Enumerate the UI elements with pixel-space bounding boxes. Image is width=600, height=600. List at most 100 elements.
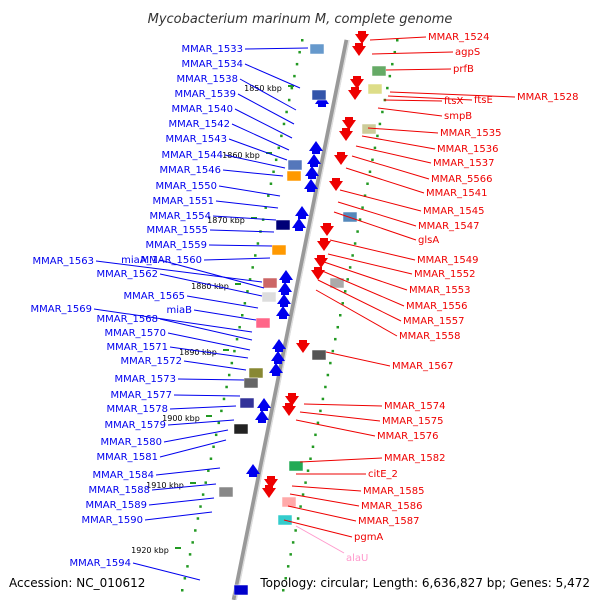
gene-label-MMAR_1581[interactable]: MMAR_1581 bbox=[97, 452, 159, 463]
inner-tick-dot bbox=[238, 325, 241, 329]
gene-label-MMAR_1565[interactable]: MMAR_1565 bbox=[124, 291, 186, 302]
gene-label-MMAR_1586[interactable]: MMAR_1586 bbox=[361, 501, 423, 512]
reverse-gene-arrow bbox=[355, 31, 369, 44]
gene-label-MMAR_1557[interactable]: MMAR_1557 bbox=[403, 316, 465, 327]
gene-label-MMAR_1589[interactable]: MMAR_1589 bbox=[86, 500, 148, 511]
gene-label-MMAR_1538[interactable]: MMAR_1538 bbox=[177, 74, 239, 85]
gene-label-citE_2[interactable]: citE_2 bbox=[368, 469, 398, 480]
gene-label-MMAR_1558[interactable]: MMAR_1558 bbox=[399, 331, 461, 342]
gene-label-MMAR_1549[interactable]: MMAR_1549 bbox=[417, 255, 479, 266]
gene-label-MMAR_1588[interactable]: MMAR_1588 bbox=[89, 485, 151, 496]
gene-label-MMAR_1567[interactable]: MMAR_1567 bbox=[392, 361, 454, 372]
gene-label-MMAR_1562[interactable]: MMAR_1562 bbox=[97, 269, 159, 280]
gene-label-MMAR_1590[interactable]: MMAR_1590 bbox=[82, 515, 144, 526]
gene-label-agpS[interactable]: agpS bbox=[455, 47, 480, 58]
gene-label-MMAR_1580[interactable]: MMAR_1580 bbox=[101, 437, 163, 448]
left-label-leader bbox=[234, 108, 293, 139]
gene-label-MMAR_1587[interactable]: MMAR_1587 bbox=[358, 516, 420, 527]
inner-tick-dot bbox=[207, 469, 210, 472]
forward-gene-arrow bbox=[279, 270, 293, 283]
gene-label-ftsE[interactable]: ftsE bbox=[474, 95, 493, 106]
gene-label-MMAR_1534[interactable]: MMAR_1534 bbox=[182, 59, 244, 70]
outer-tick-dot bbox=[348, 266, 352, 269]
gene-label-MMAR_1546[interactable]: MMAR_1546 bbox=[160, 165, 222, 176]
inner-tick-dot bbox=[272, 170, 275, 174]
reverse-gene-arrow bbox=[262, 485, 276, 498]
inner-tick-dot bbox=[254, 254, 257, 257]
gene-label-MMAR_1544[interactable]: MMAR_1544 bbox=[162, 150, 224, 161]
gene-label-miaA_1[interactable]: miaA_1 bbox=[121, 255, 158, 266]
gene-label-MMAR_1551[interactable]: MMAR_1551 bbox=[153, 196, 215, 207]
right-label-leader bbox=[389, 91, 516, 98]
gene-label-MMAR_1577[interactable]: MMAR_1577 bbox=[111, 390, 173, 401]
left-label-leader bbox=[148, 497, 215, 506]
gene-label-alaU[interactable]: alaU bbox=[346, 553, 368, 564]
genome-backbone-shade bbox=[235, 39, 350, 600]
gene-label-MMAR_1574[interactable]: MMAR_1574 bbox=[384, 401, 446, 412]
gene-label-MMAR_1545[interactable]: MMAR_1545 bbox=[423, 206, 485, 217]
gene-label-MMAR_1553[interactable]: MMAR_1553 bbox=[409, 285, 471, 296]
gene-label-MMAR_1537[interactable]: MMAR_1537 bbox=[433, 158, 495, 169]
gene-label-MMAR_1573[interactable]: MMAR_1573 bbox=[115, 374, 177, 385]
gene-label-pgmA[interactable]: pgmA bbox=[354, 532, 383, 543]
gene-label-MMAR_1569[interactable]: MMAR_1569 bbox=[31, 304, 93, 315]
gene-label-MMAR_1541[interactable]: MMAR_1541 bbox=[426, 188, 488, 199]
outer-tick-dot bbox=[341, 302, 344, 305]
gene-label-MMAR_1555[interactable]: MMAR_1555 bbox=[147, 225, 209, 236]
gene-label-MMAR_1543[interactable]: MMAR_1543 bbox=[166, 134, 228, 145]
gene-label-MMAR_1594[interactable]: MMAR_1594 bbox=[70, 558, 132, 569]
gene-label-ftsX[interactable]: ftsX bbox=[444, 96, 463, 107]
left-label-leader bbox=[169, 405, 237, 410]
gene-label-MMAR_1578[interactable]: MMAR_1578 bbox=[107, 404, 169, 415]
gene-label-prfB[interactable]: prfB bbox=[453, 64, 474, 75]
gene-label-miaB[interactable]: miaB bbox=[166, 305, 192, 316]
gene-label-MMAR_1540[interactable]: MMAR_1540 bbox=[172, 104, 234, 115]
gene-label-MMAR_1542[interactable]: MMAR_1542 bbox=[169, 119, 231, 130]
left-label-leader bbox=[95, 260, 263, 283]
gene-label-MMAR_1533[interactable]: MMAR_1533 bbox=[182, 44, 244, 55]
gene-label-smpB[interactable]: smpB bbox=[444, 111, 472, 122]
inner-tick-dot bbox=[222, 397, 226, 401]
gene-label-MMAR_1528[interactable]: MMAR_1528 bbox=[517, 92, 579, 103]
outer-tick-dot bbox=[376, 134, 379, 138]
gene-label-MMAR_1576[interactable]: MMAR_1576 bbox=[377, 431, 439, 442]
reverse-gene-arrow bbox=[339, 128, 353, 141]
gene-label-glsA[interactable]: glsA bbox=[418, 235, 439, 246]
left-label-leader bbox=[167, 419, 235, 426]
genome-backbone bbox=[231, 39, 350, 600]
gene-label-MMAR_1556[interactable]: MMAR_1556 bbox=[406, 301, 468, 312]
right-label-leader bbox=[317, 279, 402, 322]
outer-tick-dot bbox=[366, 182, 369, 185]
gene-label-MMAR_1560[interactable]: MMAR_1560 bbox=[141, 255, 203, 266]
reverse-gene-arrow bbox=[285, 393, 299, 406]
left-label-leader bbox=[155, 467, 221, 476]
gene-label-MMAR_1575[interactable]: MMAR_1575 bbox=[382, 416, 444, 427]
gene-label-MMAR_1584[interactable]: MMAR_1584 bbox=[93, 470, 155, 481]
outer-tick-dot bbox=[329, 361, 332, 365]
gene-label-MMAR_1582[interactable]: MMAR_1582 bbox=[384, 453, 446, 464]
gene-label-MMAR_1572[interactable]: MMAR_1572 bbox=[121, 356, 183, 367]
outer-tick-dot bbox=[324, 385, 327, 389]
gene-label-MMAR_1536[interactable]: MMAR_1536 bbox=[437, 144, 499, 155]
gene-label-MMAR_1568[interactable]: MMAR_1568 bbox=[97, 314, 159, 325]
gene-label-MMAR_5566[interactable]: MMAR_5566 bbox=[431, 174, 493, 185]
inner-tick-dot bbox=[191, 541, 194, 544]
gene-label-MMAR_1554[interactable]: MMAR_1554 bbox=[150, 211, 212, 222]
gene-label-MMAR_1579[interactable]: MMAR_1579 bbox=[105, 420, 167, 431]
gene-label-MMAR_1535[interactable]: MMAR_1535 bbox=[440, 128, 502, 139]
right-label-leader bbox=[299, 411, 381, 422]
right-label-leader bbox=[291, 485, 362, 492]
gene-label-MMAR_1570[interactable]: MMAR_1570 bbox=[105, 328, 167, 339]
gene-label-MMAR_1539[interactable]: MMAR_1539 bbox=[175, 89, 237, 100]
gene-label-MMAR_1559[interactable]: MMAR_1559 bbox=[146, 240, 208, 251]
gene-label-MMAR_1524[interactable]: MMAR_1524 bbox=[428, 32, 490, 43]
gene-label-MMAR_1552[interactable]: MMAR_1552 bbox=[414, 269, 476, 280]
left-label-leader bbox=[193, 309, 257, 321]
gene-label-MMAR_1585[interactable]: MMAR_1585 bbox=[363, 486, 425, 497]
gene-label-MMAR_1547[interactable]: MMAR_1547 bbox=[418, 221, 480, 232]
gene-label-MMAR_1563[interactable]: MMAR_1563 bbox=[33, 256, 95, 267]
gene-label-MMAR_1571[interactable]: MMAR_1571 bbox=[107, 342, 169, 353]
kbp-tick-mark bbox=[175, 547, 181, 549]
gene-label-MMAR_1550[interactable]: MMAR_1550 bbox=[156, 181, 218, 192]
inner-tick-dot bbox=[181, 589, 184, 592]
